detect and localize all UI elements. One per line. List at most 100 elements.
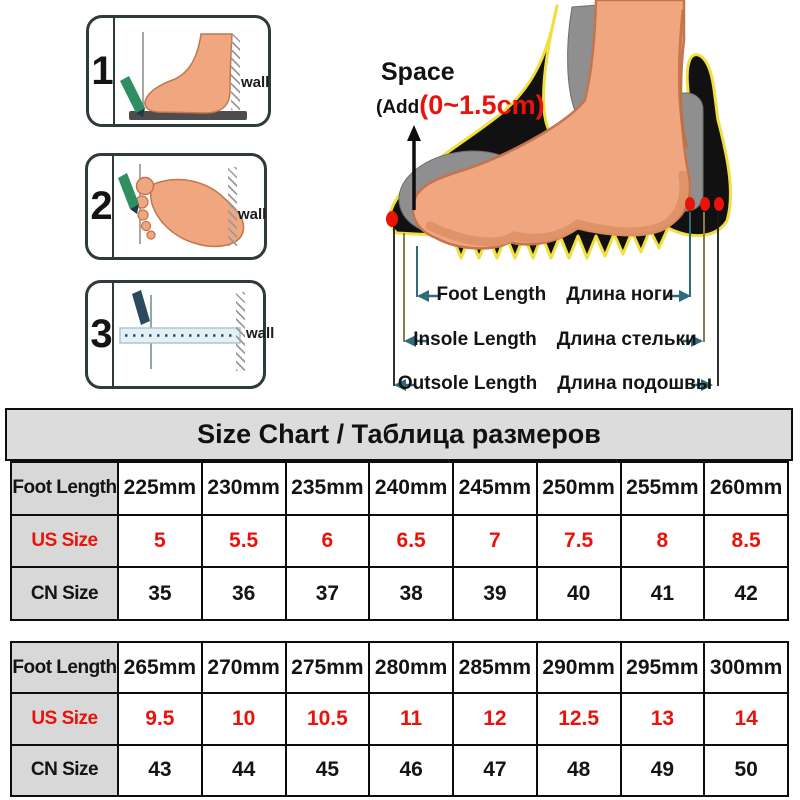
foot-length-cell: 245mm: [454, 463, 536, 514]
space-range-label: (0~1.5cm): [419, 90, 545, 120]
arrow-left-icon: [394, 379, 406, 391]
cn-size-cell: 50: [705, 745, 787, 795]
outsole-length-row: Outsole Length Длина подошвы: [397, 373, 713, 395]
outsole-length-ru: Длина подошвы: [557, 373, 713, 394]
foot-length-cell: 250mm: [537, 463, 620, 514]
space-arrowhead: [407, 125, 421, 141]
heel-marker-dot: [700, 197, 710, 211]
cn-size-cell: 46: [370, 745, 452, 795]
us-size-cell: 6: [286, 515, 369, 567]
cn-size-cell: 48: [537, 745, 620, 795]
foot-length-ru: Длина ноги: [566, 284, 674, 305]
cn-size-cell: 47: [454, 745, 536, 795]
measure-step-2-panel: 2 wall: [85, 153, 267, 260]
row-label-foot-length: Foot Length: [12, 463, 117, 514]
row-label-cn-size: CN Size: [12, 745, 117, 795]
foot-measure-illustration: [386, 0, 732, 391]
add-label: (Add: [376, 97, 420, 118]
row-label-us-size: US Size: [12, 515, 117, 567]
us-size-cell: 5: [119, 515, 201, 567]
size-table-2: Foot Length 265mm 270mm 275mm 280mm 285m…: [10, 641, 789, 797]
arrow-right-icon: [679, 290, 691, 302]
us-size-cell: 9.5: [119, 694, 201, 744]
leg-edge-shading: [677, 9, 689, 149]
insole-length-ru: Длина стельки: [556, 329, 697, 350]
step-number: 2: [90, 184, 112, 228]
us-size-cell: 12: [454, 694, 536, 744]
heel-marker-dot: [714, 197, 724, 211]
foot-length-cell: 255mm: [621, 463, 704, 514]
wall-hatching: [236, 292, 245, 371]
measure-step-3-panel: 3 wall: [85, 280, 274, 389]
us-size-cell: 5.5: [202, 515, 285, 567]
foot-length-cell: 265mm: [119, 643, 201, 693]
foot-length-row: Foot Length Длина ноги: [420, 284, 690, 306]
foot-length-cell: 225mm: [119, 463, 201, 514]
cn-size-cell: 41: [621, 568, 704, 619]
arrow-right-icon: [691, 335, 703, 347]
cn-size-cell: 37: [286, 568, 369, 619]
pencil-icon: [118, 173, 139, 209]
wall-hatching: [231, 34, 240, 110]
pencil-tip: [130, 204, 139, 214]
us-size-cell: 6.5: [370, 515, 452, 567]
cn-size-cell: 38: [370, 568, 452, 619]
foot-length-cell: 300mm: [705, 643, 787, 693]
arrow-left-icon: [417, 290, 429, 302]
toe-marker-dot: [386, 211, 398, 227]
cn-size-cell: 39: [454, 568, 536, 619]
cn-size-cell: 35: [119, 568, 201, 619]
cn-size-cell: 44: [202, 745, 285, 795]
space-label: Space: [381, 58, 455, 86]
us-size-cell: 10.5: [286, 694, 369, 744]
foot-length-en: Foot Length: [436, 284, 547, 305]
outsole-length-en: Outsole Length: [397, 373, 538, 394]
insole-length-row: Insole Length Длина стельки: [410, 329, 700, 351]
size-chart-title: Size Chart / Таблица размеров: [5, 408, 793, 461]
foot-top-illustration: [112, 156, 245, 257]
step-number: 3: [90, 312, 112, 356]
step-number: 1: [91, 48, 113, 93]
wall-label: wall: [246, 325, 275, 342]
foot-length-cell: 235mm: [286, 463, 369, 514]
us-size-cell: 8.5: [705, 515, 787, 567]
foot-shading: [425, 170, 689, 247]
pencil-icon: [120, 76, 145, 113]
arrow-right-icon: [701, 379, 713, 391]
foot-length-cell: 295mm: [621, 643, 704, 693]
us-size-cell: 10: [202, 694, 285, 744]
foot-length-cell: 280mm: [370, 643, 452, 693]
row-label-us-size: US Size: [12, 694, 117, 744]
us-size-cell: 13: [621, 694, 704, 744]
pencil-tip: [136, 108, 145, 117]
cn-size-cell: 49: [621, 745, 704, 795]
us-size-cell: 7: [454, 515, 536, 567]
us-size-cell: 14: [705, 694, 787, 744]
cn-size-cell: 40: [537, 568, 620, 619]
foot-length-cell: 260mm: [705, 463, 787, 514]
pencil-icon: [132, 290, 150, 325]
cn-size-cell: 45: [286, 745, 369, 795]
floor-bar: [129, 111, 247, 120]
cn-size-cell: 42: [705, 568, 787, 619]
wall-hatching: [228, 167, 237, 246]
foot-length-cell: 270mm: [202, 643, 285, 693]
size-table-1: Foot Length 225mm 230mm 235mm 240mm 245m…: [10, 461, 789, 621]
foot-shape: [144, 33, 233, 114]
foot-length-cell: 240mm: [370, 463, 452, 514]
us-size-cell: 12.5: [537, 694, 620, 744]
big-toe: [135, 176, 155, 196]
us-size-cell: 11: [370, 694, 452, 744]
arrow-left-icon: [404, 335, 416, 347]
foot-length-cell: 275mm: [286, 643, 369, 693]
foot-length-cell: 230mm: [202, 463, 285, 514]
foot-side-illustration: [113, 18, 247, 124]
wall-label: wall: [241, 74, 270, 91]
row-label-foot-length: Foot Length: [12, 643, 117, 693]
us-size-cell: 8: [621, 515, 704, 567]
wall-label: wall: [238, 206, 267, 223]
foot-length-cell: 285mm: [454, 643, 536, 693]
space-add-row: (Add (0~1.5cm): [376, 90, 545, 121]
us-size-cell: 7.5: [537, 515, 620, 567]
